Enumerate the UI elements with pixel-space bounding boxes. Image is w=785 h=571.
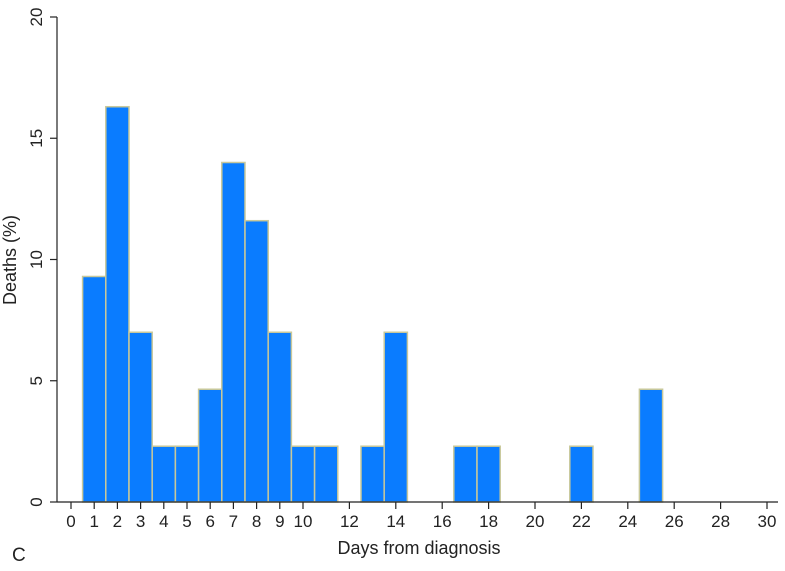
x-tick-label-3: 3: [136, 512, 145, 531]
x-tick-label-20: 20: [526, 512, 545, 531]
x-tick-label-2: 2: [113, 512, 122, 531]
bar-day-22: [569, 445, 594, 503]
bar-day-11: [313, 445, 339, 503]
bar-day-25: [638, 388, 664, 503]
x-tick-label-18: 18: [479, 512, 498, 531]
panel-label: C: [12, 545, 26, 566]
x-tick-label-24: 24: [618, 512, 637, 531]
y-tick-label-15: 15: [27, 129, 46, 148]
x-tick-label-16: 16: [433, 512, 452, 531]
x-tick-label-8: 8: [252, 512, 261, 531]
y-tick-label-0: 0: [27, 497, 46, 506]
x-tick-label-28: 28: [711, 512, 730, 531]
y-tick-label-10: 10: [27, 250, 46, 269]
bar-day-9: [267, 331, 293, 503]
x-tick-label-4: 4: [159, 512, 168, 531]
x-tick-label-7: 7: [229, 512, 238, 531]
bar-day-3: [128, 331, 153, 503]
bar-day-7: [221, 161, 246, 503]
x-tick-label-22: 22: [572, 512, 591, 531]
x-tick-label-10: 10: [294, 512, 313, 531]
bar-day-2: [105, 105, 130, 503]
x-tick-label-6: 6: [205, 512, 214, 531]
y-tick-label-5: 5: [27, 376, 46, 385]
x-tick-label-26: 26: [665, 512, 684, 531]
bar-day-8: [244, 219, 269, 503]
bars-group: [81, 105, 664, 503]
bar-day-18: [476, 445, 501, 503]
bar-day-17: [453, 445, 478, 503]
y-tick-label-20: 20: [27, 8, 46, 27]
bar-day-10: [290, 445, 316, 503]
bar-day-13: [360, 445, 385, 503]
x-tick-label-12: 12: [340, 512, 359, 531]
bar-day-6: [197, 388, 223, 503]
bar-day-14: [383, 331, 409, 503]
x-tick-label-14: 14: [386, 512, 405, 531]
x-tick-label-0: 0: [66, 512, 75, 531]
bar-day-1: [81, 275, 107, 503]
x-tick-label-9: 9: [275, 512, 284, 531]
y-axis-title: Deaths (%): [0, 215, 20, 305]
x-tick-label-30: 30: [758, 512, 777, 531]
x-axis-title: Days from diagnosis: [337, 538, 500, 558]
bar-day-5: [174, 445, 200, 503]
x-tick-label-1: 1: [89, 512, 98, 531]
x-tick-label-5: 5: [182, 512, 191, 531]
bar-day-4: [151, 445, 177, 503]
